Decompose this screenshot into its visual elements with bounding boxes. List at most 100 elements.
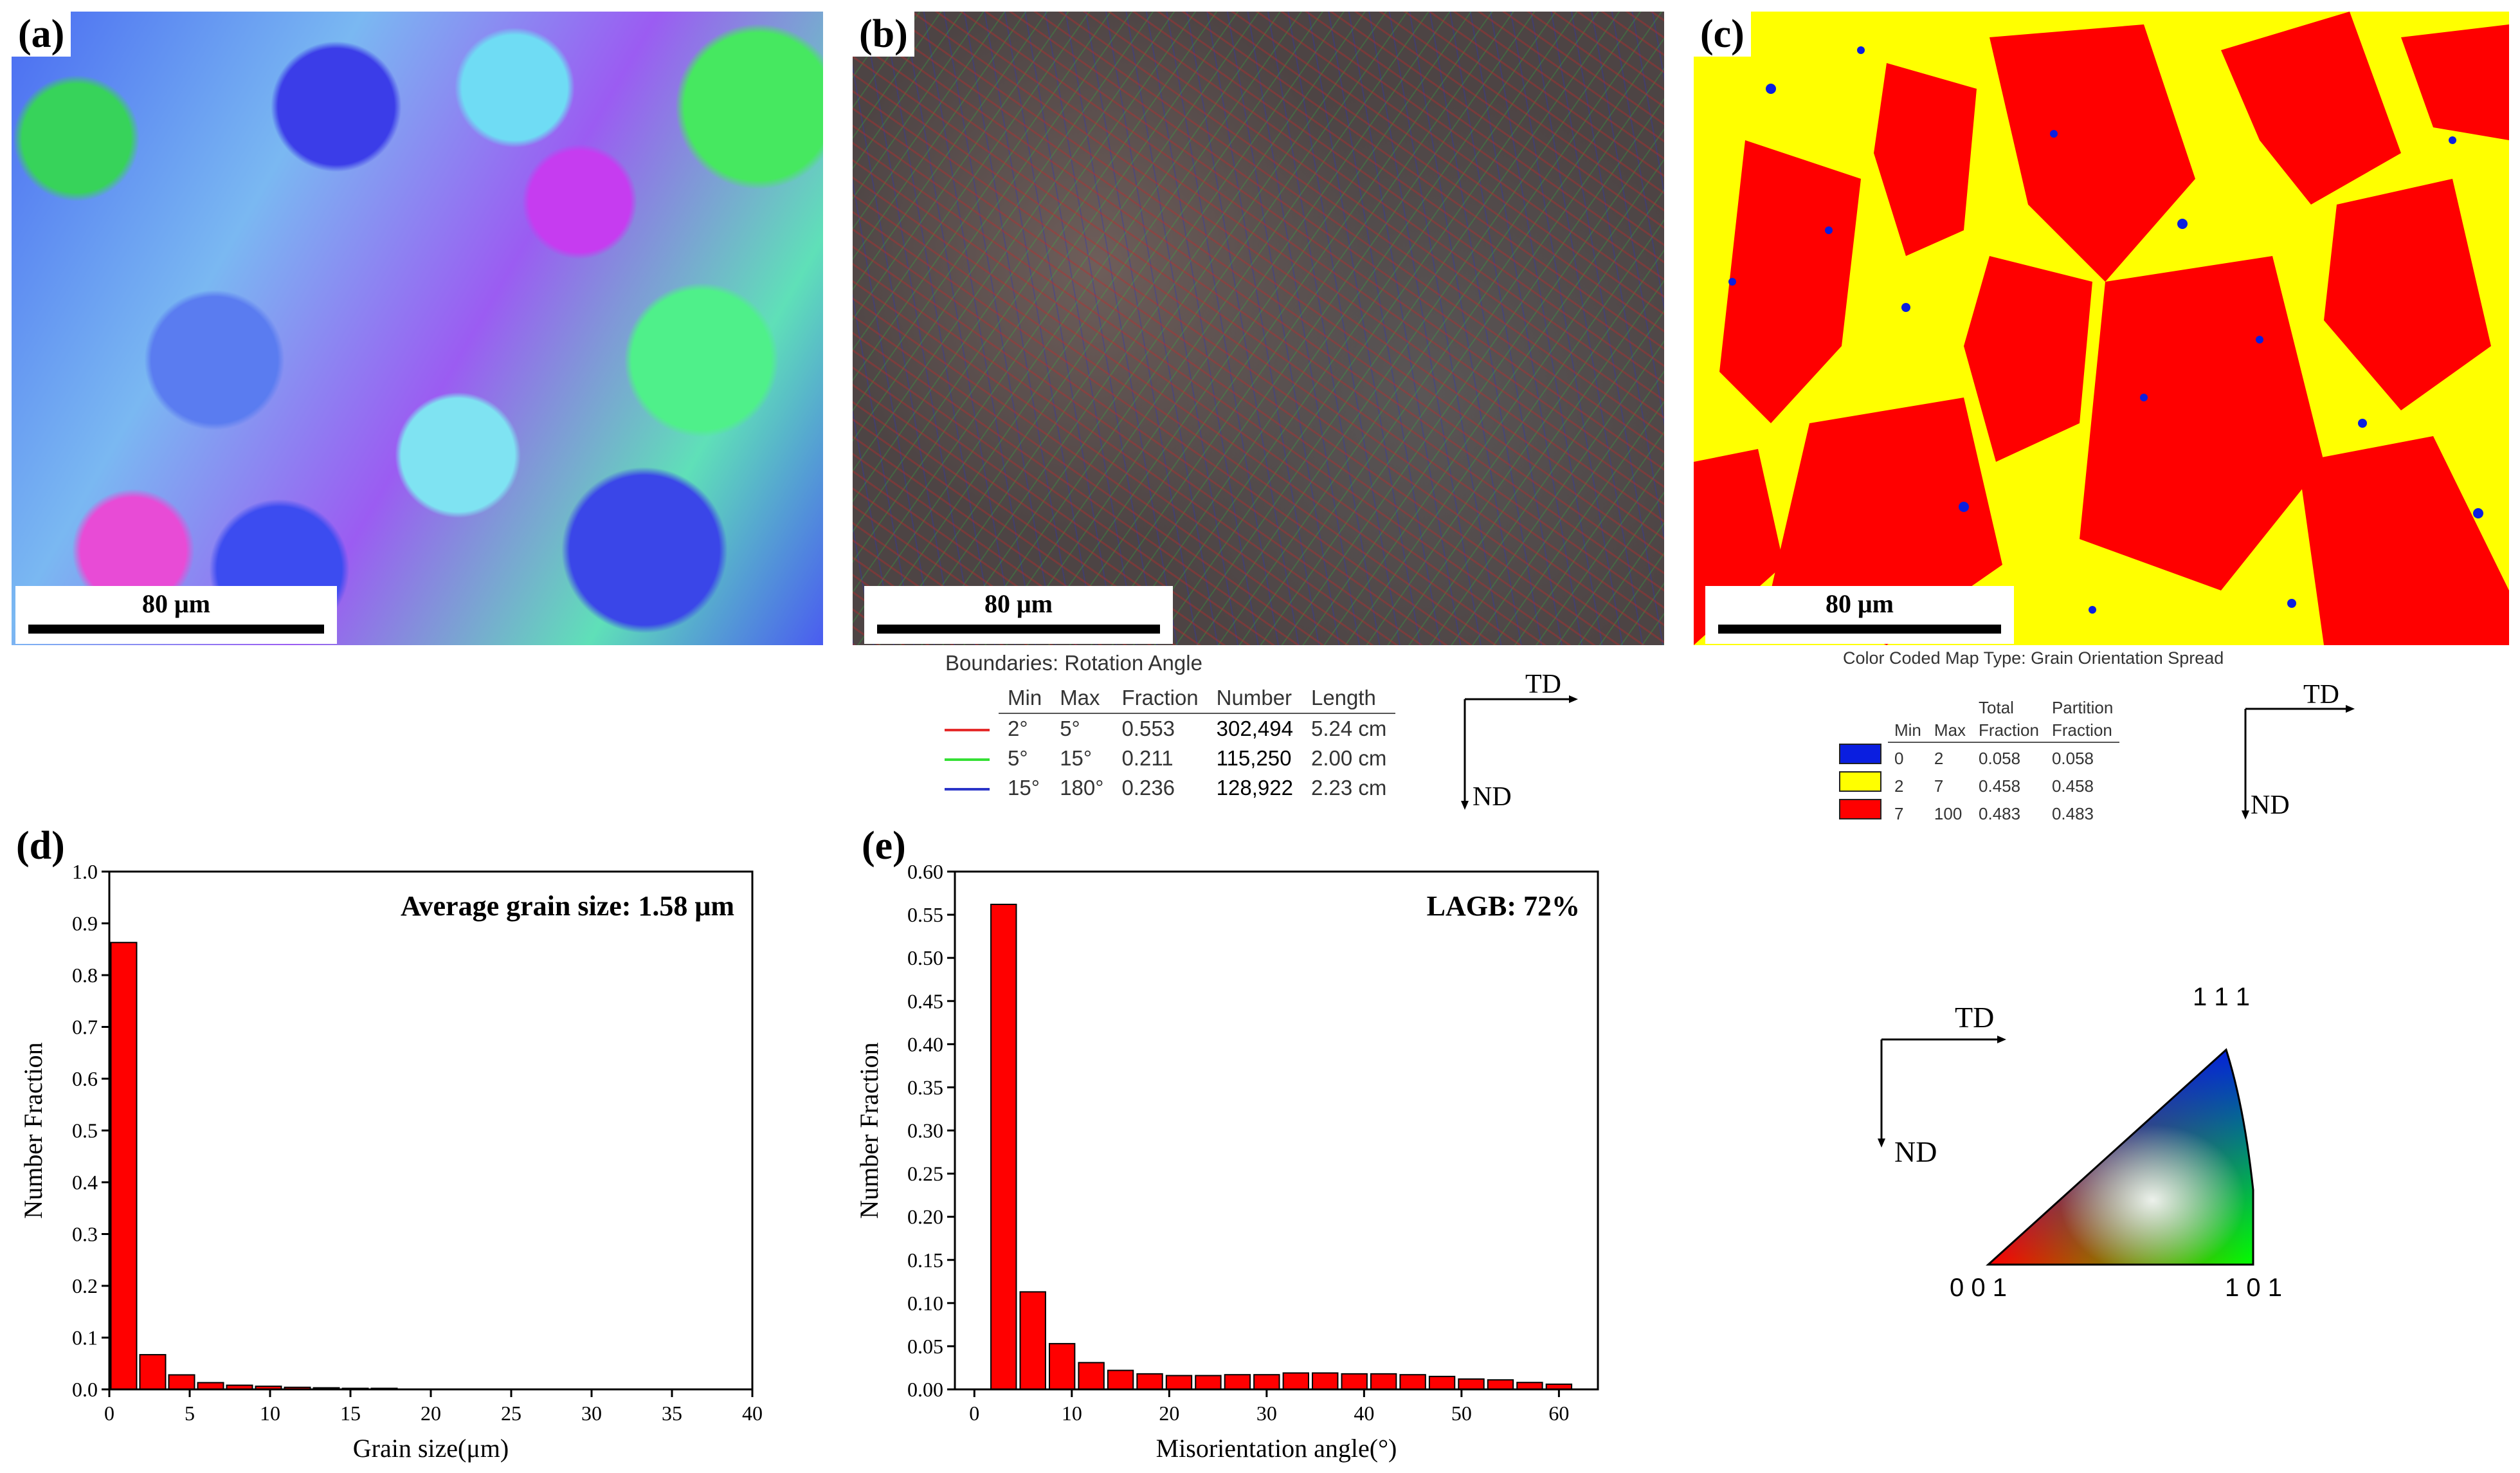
bar: [1487, 1379, 1514, 1390]
y-tick-label: 0.2: [72, 1274, 98, 1297]
plot-frame: [108, 870, 754, 1391]
legend-line-blue: [945, 788, 990, 791]
table-row: 15° 180° 0.236 128,922 2.23 cm: [936, 773, 1395, 803]
td-nd-axes-ipf: [1878, 1036, 2006, 1148]
x-tick-label: 40: [742, 1402, 763, 1425]
scale-bar-a: 80 μm: [15, 586, 337, 644]
y-tick-label: 0.10: [907, 1292, 943, 1315]
panel-label-c: (c): [1694, 12, 1751, 57]
swatch-blue: [1839, 744, 1881, 764]
panel-label-b: (b): [853, 12, 914, 57]
x-axis-label: Grain size(μm): [353, 1434, 509, 1463]
header-length: Length: [1301, 683, 1396, 714]
x-tick-label: 25: [501, 1402, 521, 1425]
table-row: 2° 5° 0.553 302,494 5.24 cm: [936, 713, 1395, 744]
x-tick-label: 5: [185, 1402, 195, 1425]
bar: [1107, 1369, 1134, 1391]
x-tick-label: 10: [1062, 1402, 1082, 1425]
nd-label-b: ND: [1473, 782, 1512, 812]
header-partition-top: Partition: [2051, 698, 2114, 717]
gos-map-regions: [1694, 12, 2509, 645]
y-axis-label: Number Fraction: [855, 1042, 884, 1218]
y-tick-label: 0.4: [72, 1171, 98, 1194]
x-tick-label: 0: [104, 1402, 114, 1425]
td-nd-axes-c: [2242, 705, 2355, 819]
gos-legend-table: Total Partition Min Max Fraction Fractio…: [1833, 697, 2120, 825]
y-tick-label: 0.50: [907, 946, 943, 969]
header-total-fraction: Fraction: [1972, 719, 2045, 743]
legend-line-red: [945, 728, 990, 731]
y-tick-label: 0.6: [72, 1067, 98, 1090]
ipf-label-101: 1 0 1: [2225, 1274, 2282, 1302]
header-min: Min: [1888, 719, 1928, 743]
ipf-map-a: (a) 80 μm: [12, 12, 823, 645]
header-min: Min: [999, 683, 1051, 714]
y-tick-label: 0.45: [907, 989, 943, 1012]
x-tick-label: 20: [1159, 1402, 1179, 1425]
bar: [1458, 1378, 1485, 1391]
bar: [1253, 1374, 1280, 1390]
x-tick-label: 40: [1354, 1402, 1374, 1425]
td-label-ipf: TD: [1955, 1001, 1995, 1034]
y-tick-label: 0.35: [907, 1075, 943, 1099]
scale-bar-c: 80 μm: [1705, 586, 2014, 644]
bar: [1019, 1291, 1046, 1390]
swatch-yellow: [1839, 771, 1881, 792]
x-tick-label: 10: [260, 1402, 280, 1425]
table-row: 2 7 0.458 0.458: [1833, 770, 2119, 798]
bar: [1370, 1373, 1397, 1390]
bar: [1048, 1342, 1076, 1390]
plot-frame: [954, 870, 1599, 1391]
header-partition-fraction: Fraction: [2045, 719, 2120, 743]
x-tick-label: 0: [969, 1402, 979, 1425]
scale-bar-label: 80 μm: [984, 589, 1053, 618]
x-axis-label: Misorientation angle(°): [1156, 1434, 1397, 1463]
bar: [1428, 1375, 1456, 1390]
td-label-c: TD: [2303, 680, 2339, 709]
boundaries-legend-title: Boundaries: Rotation Angle: [945, 651, 1202, 675]
y-tick-label: 0.8: [72, 964, 98, 987]
y-tick-label: 0.3: [72, 1223, 98, 1246]
bar: [110, 942, 138, 1391]
y-tick-label: 0.40: [907, 1032, 943, 1056]
x-tick-label: 15: [340, 1402, 361, 1425]
y-tick-label: 0.60: [907, 860, 943, 883]
boundary-map-b: (b) 80 μm: [853, 12, 1664, 645]
grain-size-chart: 0.0 0.1 0.2 0.3 0.4 0.5 0.6 0.7 0.8 0.9 1.0 0 5 10 15 2…: [19, 860, 763, 1463]
header-max: Max: [1927, 719, 1973, 743]
y-tick-label: 0.05: [907, 1335, 943, 1358]
table-row: 5° 15° 0.211 115,250 2.00 cm: [936, 744, 1395, 773]
panel-label-a: (a): [12, 12, 71, 57]
header-number: Number: [1207, 683, 1302, 714]
nd-label-ipf: ND: [1894, 1135, 1937, 1168]
y-tick-label: 0.15: [907, 1249, 943, 1272]
scale-bar-b: 80 μm: [864, 586, 1173, 644]
bar: [990, 903, 1017, 1390]
bar: [1195, 1375, 1222, 1390]
bar: [1312, 1372, 1339, 1391]
x-tick-label: 50: [1451, 1402, 1472, 1425]
gos-legend-title: Color Coded Map Type: Grain Orientation …: [1843, 648, 2224, 668]
x-tick-label: 35: [662, 1402, 682, 1425]
ipf-label-001: 0 0 1: [1950, 1274, 2007, 1302]
x-tick-label: 30: [1256, 1402, 1277, 1425]
nd-label-c: ND: [2251, 791, 2290, 820]
chart-annotation: LAGB: 72%: [1427, 890, 1580, 922]
y-tick-label: 0.00: [907, 1378, 943, 1401]
y-tick-label: 1.0: [72, 860, 98, 883]
bar: [1136, 1373, 1163, 1390]
x-tick-label: 30: [581, 1402, 602, 1425]
y-tick-label: 0.0: [72, 1378, 98, 1401]
y-tick-label: 0.20: [907, 1205, 943, 1229]
header-max: Max: [1051, 683, 1113, 714]
x-tick-label: 60: [1548, 1402, 1569, 1425]
y-tick-label: 0.1: [72, 1326, 98, 1349]
gos-map-c: (c) 80 μm: [1694, 12, 2509, 645]
boundaries-legend-table: Min Max Fraction Number Length 2° 5° 0.5…: [936, 683, 1396, 803]
x-tick-label: 20: [421, 1402, 441, 1425]
bar: [197, 1382, 224, 1390]
y-tick-label: 0.5: [72, 1119, 98, 1142]
scale-bar-label: 80 μm: [1826, 589, 1894, 618]
y-tick-label: 0.9: [72, 912, 98, 935]
y-tick-label: 0.7: [72, 1016, 98, 1039]
